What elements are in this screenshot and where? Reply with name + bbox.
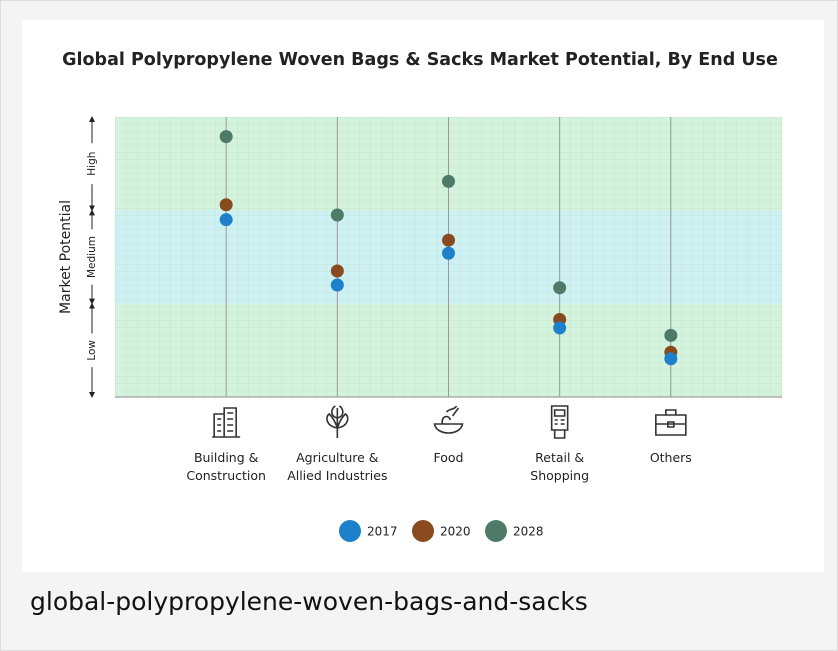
point (553, 321, 567, 335)
category-icon (655, 409, 687, 436)
chart-title: Global Polypropylene Woven Bags & Sacks … (62, 50, 778, 70)
x-tick-label: Agriculture & Allied Industries (287, 450, 388, 483)
legend-swatch (412, 520, 434, 542)
point (442, 233, 455, 247)
legend-label: 2028 (513, 525, 544, 539)
icon-path (212, 407, 241, 438)
band-label: High (86, 152, 98, 176)
category-icon (212, 407, 241, 438)
legend-label: 2020 (440, 525, 471, 539)
x-tick-label: Others (649, 450, 692, 465)
legend-swatch (339, 520, 361, 542)
legend-swatch (485, 520, 507, 542)
legend-label: 2017 (367, 525, 398, 539)
point (553, 281, 567, 295)
point (330, 278, 344, 292)
point (442, 174, 455, 188)
icon-path (550, 405, 569, 439)
band-label: Medium (86, 236, 98, 278)
point (219, 198, 233, 212)
x-tick-label: Retail & Shopping (530, 450, 590, 483)
y-axis-label: Market Potential (58, 200, 74, 314)
point (219, 213, 233, 227)
category-icon (550, 405, 569, 439)
category-icon (326, 405, 349, 438)
caption: global-polypropylene-woven-bags-and-sack… (30, 587, 588, 616)
point (664, 352, 678, 366)
icon-path (433, 405, 464, 434)
point (330, 264, 344, 278)
point (442, 246, 455, 260)
icon-path (655, 409, 687, 436)
point (219, 130, 233, 144)
x-tick-label: Building & Construction (186, 450, 266, 483)
icon-path (326, 405, 349, 438)
category-icon (433, 405, 464, 434)
band-label: Low (86, 340, 98, 361)
x-tick-label: Food (433, 450, 464, 465)
point (664, 328, 678, 342)
point (330, 208, 344, 222)
